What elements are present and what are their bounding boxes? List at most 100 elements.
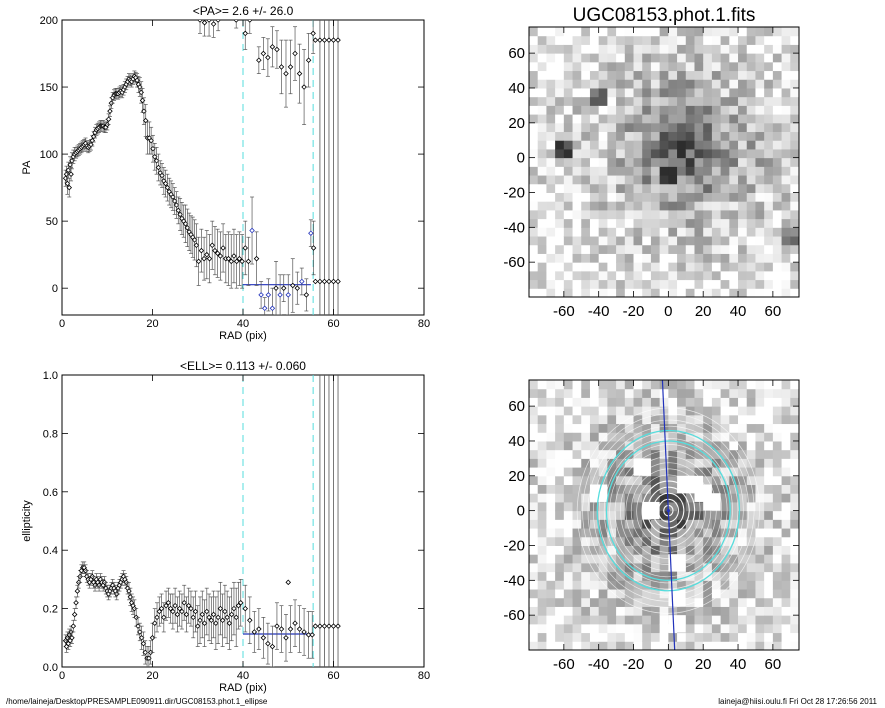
image-pixel (659, 545, 669, 555)
image-pixel (738, 597, 748, 607)
image-pixel (729, 53, 739, 63)
image-pixel (694, 528, 704, 538)
image-pixel (633, 519, 643, 529)
image-pixel (624, 615, 635, 625)
image-pixel (650, 571, 661, 581)
image-pixel (772, 397, 783, 407)
image-pixel (537, 501, 547, 512)
image-pixel (790, 157, 799, 167)
image-pixel (555, 606, 565, 616)
image-pixel (694, 122, 704, 133)
image-pixel (633, 279, 643, 289)
image-pixel (711, 449, 722, 459)
image-pixel (607, 493, 617, 503)
image-pixel (677, 414, 687, 425)
image-pixel (555, 632, 565, 642)
image-pixel (720, 423, 730, 433)
image-pixel (546, 192, 556, 202)
image-pixel (703, 79, 713, 89)
image-pixel (589, 475, 600, 486)
image-pixel (694, 105, 704, 115)
image-pixel (729, 131, 739, 141)
image-pixel (694, 244, 704, 254)
image-pixel (781, 183, 791, 193)
image-pixel (668, 61, 678, 72)
image-pixel (738, 61, 748, 72)
image-pixel (659, 227, 669, 237)
image-pixel (694, 70, 704, 80)
image-pixel (746, 70, 756, 80)
image-pixel (738, 70, 748, 80)
image-pixel (772, 53, 783, 63)
image-pixel (790, 96, 799, 106)
image-pixel (529, 279, 539, 289)
image-pixel (650, 449, 661, 459)
data-point (321, 37, 328, 43)
image-pixel (624, 406, 635, 416)
image-pixel (729, 166, 739, 176)
image-pixel (555, 519, 565, 529)
image-pixel (677, 148, 687, 159)
image-pixel (607, 288, 617, 297)
image-pixel (650, 79, 661, 89)
image-pixel (598, 96, 608, 106)
data-point (68, 171, 74, 177)
image-pixel (563, 270, 574, 281)
image-pixel (581, 244, 591, 254)
image-pixel (781, 201, 791, 211)
image-pixel (677, 166, 687, 176)
image-pixel (790, 475, 799, 486)
image-pixel (685, 218, 695, 228)
image-pixel (555, 623, 565, 634)
image-pixel (563, 606, 574, 616)
image-pixel (738, 262, 748, 272)
data-point (170, 608, 176, 615)
image-pixel (711, 87, 722, 98)
image-pixel (677, 70, 687, 80)
image-pixel (563, 96, 574, 106)
image-pixel (764, 423, 774, 433)
image-pixel (790, 27, 799, 37)
image-pixel (624, 157, 635, 167)
image-pixel (650, 414, 661, 425)
image-pixel (537, 449, 547, 459)
plot-title: <PA>= 2.6 +/- 26.0 (193, 4, 294, 18)
image-pixel (624, 589, 635, 599)
image-pixel (746, 519, 756, 529)
image-pixel (529, 580, 539, 590)
image-pixel (598, 606, 608, 616)
image-pixel (659, 484, 669, 494)
image-pixel (711, 53, 722, 63)
image-pixel (764, 105, 774, 115)
image-pixel (711, 27, 722, 37)
image-pixel (781, 279, 791, 289)
image-pixel (529, 467, 539, 477)
image-pixel (607, 79, 617, 89)
image-pixel (650, 554, 661, 564)
image-pixel (729, 279, 739, 289)
image-pixel (677, 244, 687, 254)
image-pixel (711, 545, 722, 555)
image-pixel (642, 623, 652, 634)
image-pixel (642, 70, 652, 80)
x-tick-label: -20 (623, 656, 645, 673)
image-pixel (642, 397, 652, 407)
image-pixel (529, 501, 539, 512)
image-pixel (659, 61, 669, 72)
image-pixel (572, 440, 582, 451)
image-pixel (677, 192, 687, 202)
image-pixel (581, 148, 591, 159)
image-pixel (746, 44, 756, 54)
image-pixel (537, 606, 547, 616)
data-point (301, 84, 307, 90)
image-pixel (781, 606, 791, 616)
image-pixel (685, 148, 695, 159)
image-pixel (555, 554, 565, 564)
image-pixel (738, 218, 748, 228)
image-pixel (738, 380, 748, 390)
x-tick-label: 20 (695, 303, 712, 320)
image-pixel (720, 493, 730, 503)
data-point (299, 278, 305, 285)
image-pixel (581, 562, 591, 573)
y-tick-label: 150 (40, 82, 58, 94)
